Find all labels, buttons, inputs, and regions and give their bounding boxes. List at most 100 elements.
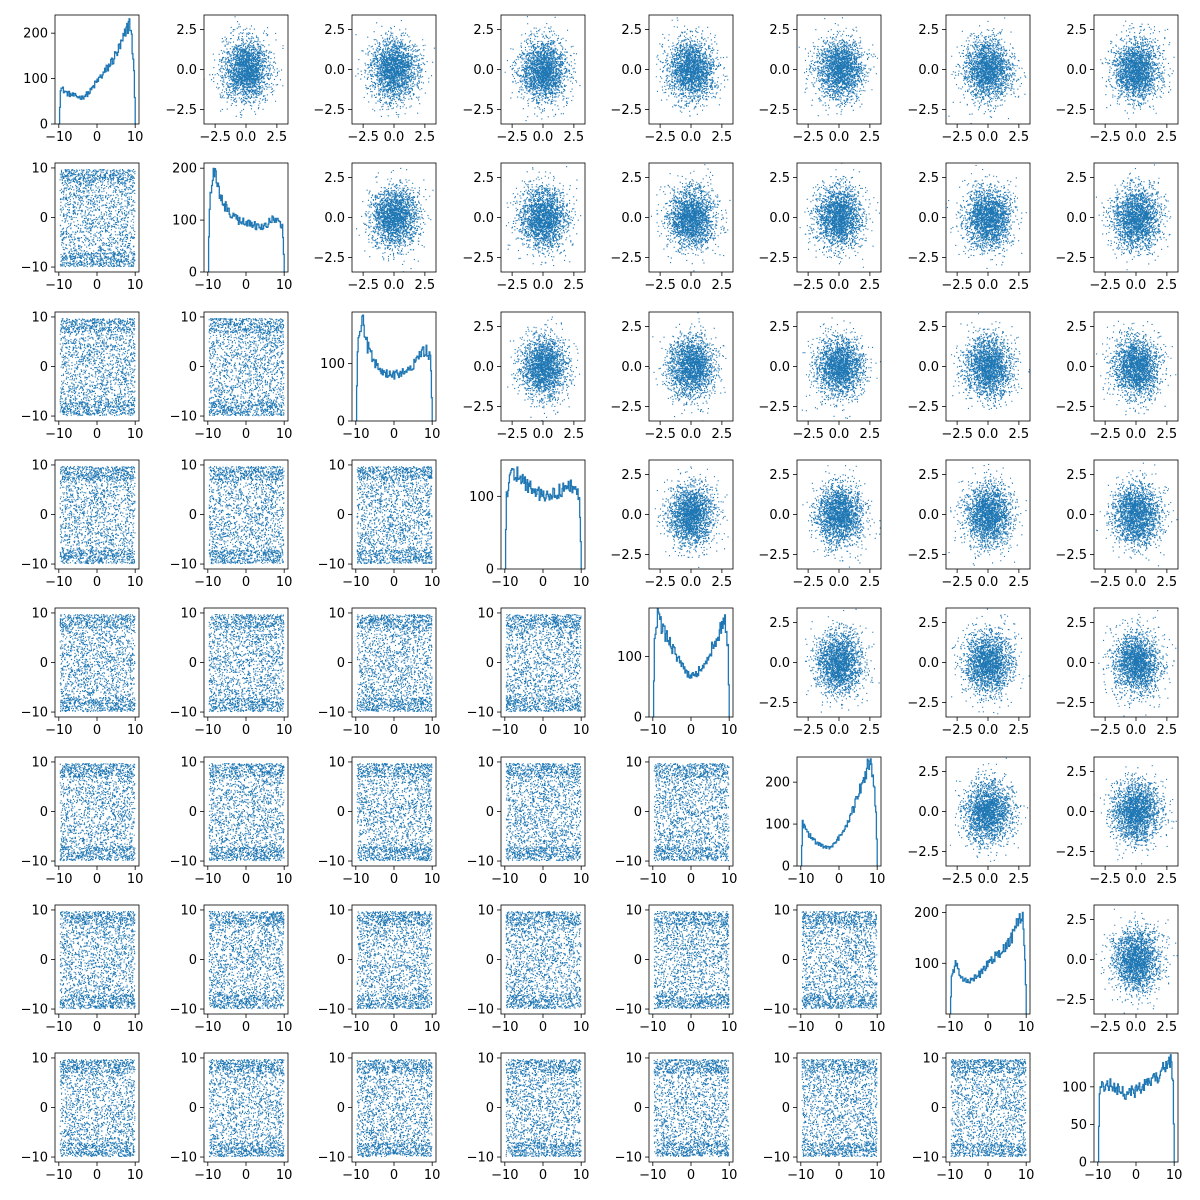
subplot-r7-c1: −10 0 10 −10 0 10 xyxy=(170,1051,293,1183)
subplot-frame xyxy=(203,904,289,1015)
subplot-r6-c4: −10 0 10 −10 0 10 xyxy=(615,903,738,1035)
x-tick-label: −2.5 xyxy=(1089,130,1121,145)
y-tick-label: −2.5 xyxy=(313,251,345,266)
subplot-frame xyxy=(500,459,586,570)
y-tick-label: 10 xyxy=(477,606,494,621)
x-tick-label: 0 xyxy=(1132,1168,1140,1183)
x-tick-label: −2.5 xyxy=(347,278,379,293)
y-tick-label: 10 xyxy=(477,755,494,770)
y-tick-label: 2.5 xyxy=(918,616,939,631)
y-tick-label: 0 xyxy=(1079,1156,1087,1171)
subplot-frame xyxy=(945,1052,1031,1163)
subplot-r0-c3: −2.5 0.0 2.5 −2.5 0.0 2.5 xyxy=(462,14,586,145)
subplot-frame xyxy=(351,607,437,718)
x-tick-label: −10 xyxy=(194,575,221,590)
x-tick-label: 0 xyxy=(93,575,101,590)
scatter-points-uniform xyxy=(356,1059,433,1158)
scatter-points-uniform xyxy=(59,763,136,862)
y-tick-label: 0 xyxy=(189,1101,197,1116)
subplot-frame xyxy=(203,607,289,718)
y-tick-label: 200 xyxy=(765,776,790,791)
scatter-points-uniform xyxy=(653,763,730,862)
y-tick-label: −2.5 xyxy=(1055,993,1087,1008)
scatter-points-uniform xyxy=(505,1059,582,1158)
y-tick-label: 0.0 xyxy=(1066,211,1087,226)
x-tick-label: 2.5 xyxy=(1009,130,1030,145)
histogram-line xyxy=(58,18,136,124)
x-tick-label: 10 xyxy=(573,872,590,887)
x-tick-label: −2.5 xyxy=(1089,278,1121,293)
x-tick-label: −2.5 xyxy=(941,872,973,887)
x-tick-label: 2.5 xyxy=(860,130,881,145)
scatter-points-normal xyxy=(505,166,582,267)
scatter-points-uniform xyxy=(208,466,285,565)
y-tick-label: 0 xyxy=(189,360,197,375)
x-tick-label: 2.5 xyxy=(1157,575,1178,590)
subplot-frame xyxy=(500,904,586,1015)
x-tick-label: −2.5 xyxy=(1089,575,1121,590)
subplot-frame xyxy=(351,904,437,1015)
scatter-points-uniform xyxy=(59,1059,136,1158)
scatter-points-normal xyxy=(507,316,581,421)
y-tick-label: 100 xyxy=(617,650,642,665)
y-tick-label: 0.0 xyxy=(918,360,939,375)
subplot-frame xyxy=(648,756,734,867)
x-tick-label: 0 xyxy=(687,872,695,887)
y-tick-label: 0 xyxy=(634,805,642,820)
y-tick-label: −10 xyxy=(318,706,345,721)
y-tick-label: 2.5 xyxy=(621,320,642,335)
y-tick-label: 10 xyxy=(180,606,197,621)
subplot-r1-c6: −2.5 0.0 2.5 −2.5 0.0 2.5 xyxy=(907,162,1031,293)
y-tick-label: 0.0 xyxy=(1066,953,1087,968)
y-tick-label: 0.0 xyxy=(1066,360,1087,375)
x-tick-label: −2.5 xyxy=(941,278,973,293)
y-tick-label: −2.5 xyxy=(907,103,939,118)
x-tick-label: 0.0 xyxy=(829,575,850,590)
x-tick-label: 0 xyxy=(93,723,101,738)
y-tick-label: 0.0 xyxy=(769,508,790,523)
y-tick-label: −2.5 xyxy=(1055,103,1087,118)
x-tick-label: 0 xyxy=(93,278,101,293)
y-tick-label: 100 xyxy=(765,818,790,833)
subplot-r2-c7: −2.5 0.0 2.5 −2.5 0.0 2.5 xyxy=(1055,311,1179,442)
x-tick-label: 10 xyxy=(276,1168,293,1183)
y-tick-label: 10 xyxy=(328,458,345,473)
y-tick-label: 0.0 xyxy=(918,63,939,78)
subplot-r2-c1: −10 0 10 −10 0 10 xyxy=(170,310,293,442)
x-tick-label: 0.0 xyxy=(384,278,405,293)
x-tick-label: −10 xyxy=(342,575,369,590)
y-tick-label: 0.0 xyxy=(769,360,790,375)
y-tick-label: 0 xyxy=(40,656,48,671)
subplot-r5-c7: −2.5 0.0 2.5 −2.5 0.0 2.5 xyxy=(1055,756,1179,887)
scatter-points-normal xyxy=(948,463,1027,566)
x-tick-label: −2.5 xyxy=(941,723,973,738)
x-tick-label: 10 xyxy=(1166,1168,1183,1183)
x-tick-label: 0.0 xyxy=(1126,130,1147,145)
x-tick-label: 0.0 xyxy=(533,278,554,293)
x-tick-label: −10 xyxy=(491,723,518,738)
x-tick-label: 2.5 xyxy=(267,130,288,145)
y-tick-label: 2.5 xyxy=(1066,468,1087,483)
subplot-r2-c4: −2.5 0.0 2.5 −2.5 0.0 2.5 xyxy=(610,311,734,442)
y-tick-label: 10 xyxy=(31,903,48,918)
x-tick-label: 0 xyxy=(93,1168,101,1183)
scatter-points-normal xyxy=(649,164,731,272)
subplot-frame xyxy=(54,14,140,125)
scatter-points-uniform xyxy=(356,763,433,862)
y-tick-label: −2.5 xyxy=(907,400,939,415)
y-tick-label: 0 xyxy=(40,805,48,820)
x-tick-label: −2.5 xyxy=(941,427,973,442)
y-tick-label: 0 xyxy=(337,1101,345,1116)
y-tick-label: −10 xyxy=(21,410,48,425)
x-tick-label: 2.5 xyxy=(712,427,733,442)
y-tick-label: −10 xyxy=(763,1003,790,1018)
scatter-points-uniform xyxy=(356,466,433,565)
x-tick-label: 0.0 xyxy=(978,130,999,145)
subplot-r2-c5: −2.5 0.0 2.5 −2.5 0.0 2.5 xyxy=(758,311,882,442)
x-tick-label: −10 xyxy=(45,278,72,293)
y-tick-label: 0.0 xyxy=(621,360,642,375)
x-tick-label: 0 xyxy=(539,1168,547,1183)
subplot-frame xyxy=(1093,14,1179,125)
subplot-r4-c5: −2.5 0.0 2.5 −2.5 0.0 2.5 xyxy=(758,607,882,738)
